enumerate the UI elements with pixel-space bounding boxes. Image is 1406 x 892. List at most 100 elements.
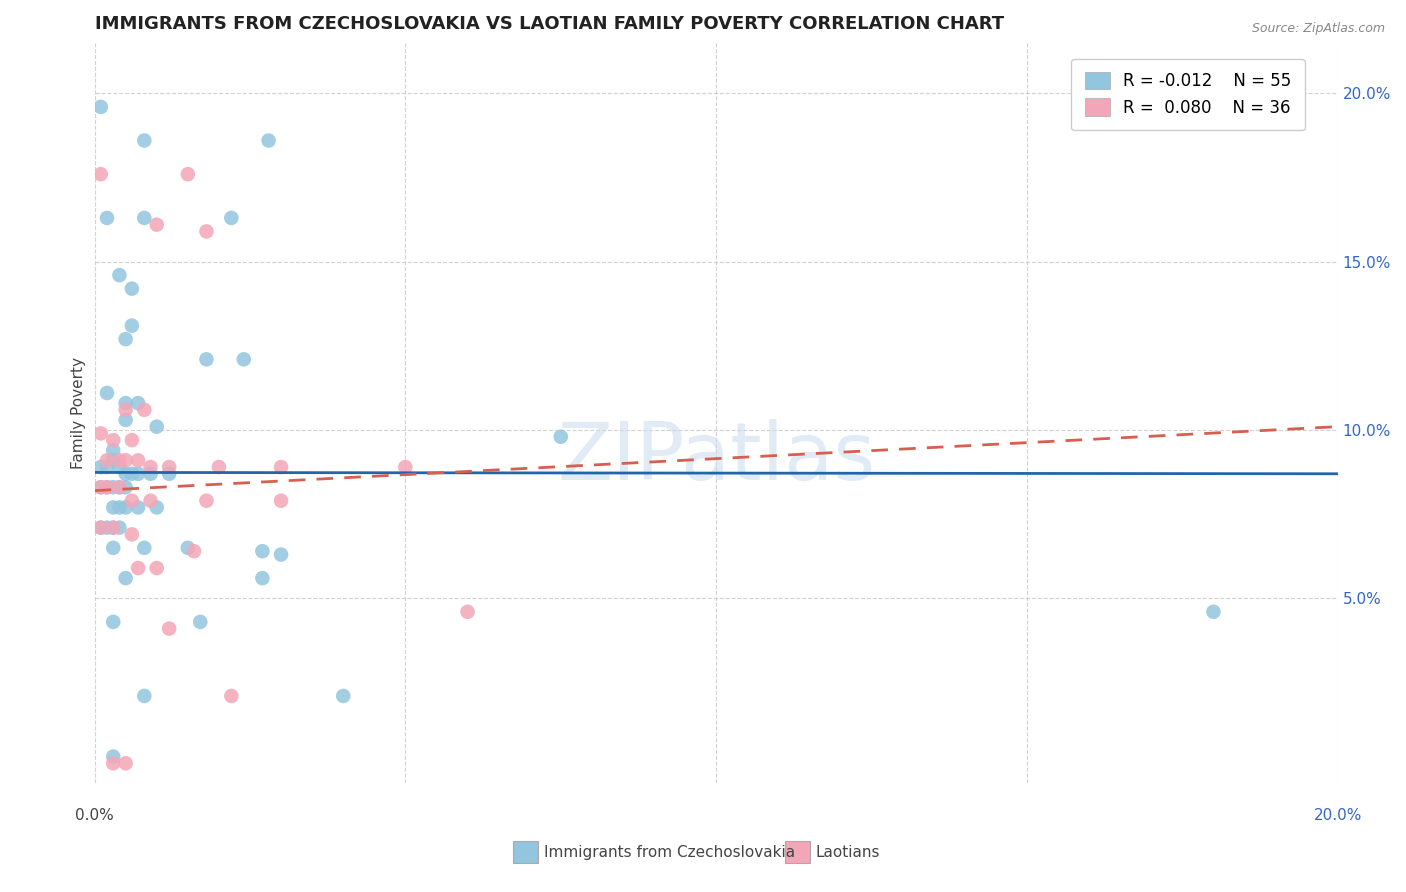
- Point: [108, 500, 131, 515]
- Point: [96, 386, 118, 401]
- Point: [252, 544, 274, 558]
- Point: [195, 493, 218, 508]
- Point: [108, 480, 131, 494]
- Point: [90, 426, 112, 441]
- Point: [252, 571, 274, 585]
- Point: [127, 561, 149, 575]
- Point: [394, 460, 416, 475]
- Point: [114, 332, 136, 346]
- Point: [157, 622, 180, 636]
- Point: [103, 500, 125, 515]
- Point: [90, 460, 112, 475]
- Point: [114, 413, 136, 427]
- Point: [127, 453, 149, 467]
- Point: [96, 521, 118, 535]
- Point: [96, 480, 118, 494]
- Point: [114, 467, 136, 481]
- Point: [121, 433, 143, 447]
- Point: [145, 419, 167, 434]
- Point: [195, 224, 218, 238]
- Point: [108, 453, 131, 467]
- Text: 20.0%: 20.0%: [1313, 808, 1362, 823]
- Point: [1202, 605, 1225, 619]
- Point: [139, 493, 162, 508]
- Point: [121, 318, 143, 333]
- Point: [90, 480, 112, 494]
- Point: [127, 467, 149, 481]
- Point: [114, 756, 136, 771]
- Point: [103, 521, 125, 535]
- Point: [270, 548, 292, 562]
- Text: Source: ZipAtlas.com: Source: ZipAtlas.com: [1251, 22, 1385, 36]
- Point: [103, 749, 125, 764]
- Point: [103, 541, 125, 555]
- Point: [103, 453, 125, 467]
- Point: [108, 480, 131, 494]
- Point: [145, 561, 167, 575]
- Text: IMMIGRANTS FROM CZECHOSLOVAKIA VS LAOTIAN FAMILY POVERTY CORRELATION CHART: IMMIGRANTS FROM CZECHOSLOVAKIA VS LAOTIA…: [94, 15, 1004, 33]
- Point: [121, 493, 143, 508]
- Text: 0.0%: 0.0%: [75, 808, 114, 823]
- Point: [177, 167, 200, 181]
- Point: [332, 689, 354, 703]
- Point: [114, 402, 136, 417]
- Point: [121, 282, 143, 296]
- Point: [114, 480, 136, 494]
- Point: [183, 544, 205, 558]
- Point: [114, 453, 136, 467]
- Point: [90, 521, 112, 535]
- Point: [134, 402, 156, 417]
- Point: [96, 453, 118, 467]
- Point: [103, 756, 125, 771]
- Point: [103, 615, 125, 629]
- Point: [270, 460, 292, 475]
- Point: [121, 467, 143, 481]
- Point: [188, 615, 211, 629]
- Point: [127, 500, 149, 515]
- Y-axis label: Family Poverty: Family Poverty: [72, 357, 86, 469]
- Point: [90, 521, 112, 535]
- Point: [157, 467, 180, 481]
- Point: [96, 460, 118, 475]
- Point: [127, 396, 149, 410]
- Point: [114, 571, 136, 585]
- Point: [550, 430, 572, 444]
- Point: [457, 605, 479, 619]
- Point: [103, 443, 125, 458]
- Point: [90, 100, 112, 114]
- Point: [96, 480, 118, 494]
- Point: [108, 521, 131, 535]
- Point: [114, 500, 136, 515]
- Point: [96, 211, 118, 225]
- Point: [103, 433, 125, 447]
- Text: Laotians: Laotians: [815, 845, 880, 860]
- Point: [145, 218, 167, 232]
- Legend: R = -0.012    N = 55, R =  0.080    N = 36: R = -0.012 N = 55, R = 0.080 N = 36: [1071, 59, 1305, 130]
- Point: [232, 352, 254, 367]
- Point: [195, 352, 218, 367]
- Text: ZIPatlas: ZIPatlas: [557, 418, 875, 497]
- Point: [134, 134, 156, 148]
- Point: [103, 480, 125, 494]
- Point: [145, 500, 167, 515]
- Point: [257, 134, 280, 148]
- Point: [139, 467, 162, 481]
- Point: [121, 527, 143, 541]
- Point: [134, 211, 156, 225]
- Point: [134, 541, 156, 555]
- Point: [103, 521, 125, 535]
- Point: [114, 396, 136, 410]
- Point: [108, 460, 131, 475]
- Point: [221, 211, 243, 225]
- Point: [108, 268, 131, 282]
- Point: [90, 480, 112, 494]
- Point: [177, 541, 200, 555]
- Point: [270, 493, 292, 508]
- Point: [139, 460, 162, 475]
- Point: [157, 460, 180, 475]
- Point: [221, 689, 243, 703]
- Point: [208, 460, 231, 475]
- Text: Immigrants from Czechoslovakia: Immigrants from Czechoslovakia: [544, 845, 796, 860]
- Point: [134, 689, 156, 703]
- Point: [90, 167, 112, 181]
